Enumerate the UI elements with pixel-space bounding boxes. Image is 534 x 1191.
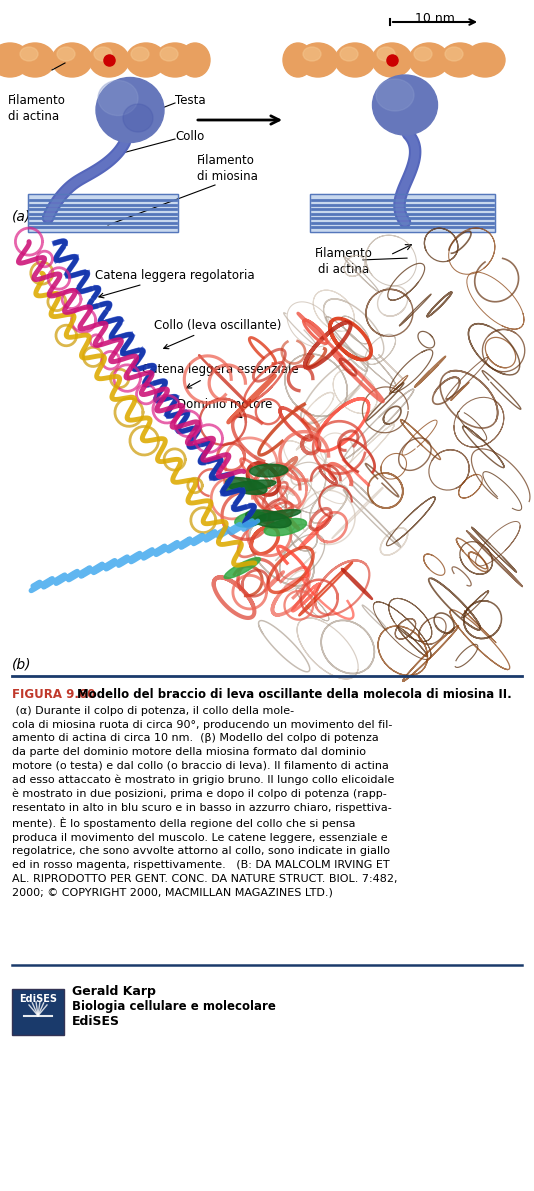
Ellipse shape xyxy=(283,43,313,77)
Ellipse shape xyxy=(123,104,153,132)
Ellipse shape xyxy=(225,478,267,494)
Ellipse shape xyxy=(98,81,138,116)
Text: Dominio motore: Dominio motore xyxy=(177,399,273,418)
Text: EdiSES: EdiSES xyxy=(72,1015,120,1028)
Text: Filamento
di actina: Filamento di actina xyxy=(315,247,373,276)
Ellipse shape xyxy=(264,518,307,536)
Ellipse shape xyxy=(377,46,395,61)
Bar xyxy=(310,194,495,232)
Bar xyxy=(12,989,64,1035)
Ellipse shape xyxy=(94,46,112,61)
Bar xyxy=(310,194,495,232)
Ellipse shape xyxy=(440,43,480,77)
Ellipse shape xyxy=(335,43,375,77)
Ellipse shape xyxy=(180,43,210,77)
Ellipse shape xyxy=(222,480,276,492)
Ellipse shape xyxy=(373,75,437,135)
Text: Catena leggera regolatoria: Catena leggera regolatoria xyxy=(95,268,255,298)
Ellipse shape xyxy=(89,43,129,77)
Ellipse shape xyxy=(246,510,291,528)
Ellipse shape xyxy=(250,464,288,476)
Ellipse shape xyxy=(126,43,166,77)
Text: Modello del braccio di leva oscillante della molecola di miosina II.: Modello del braccio di leva oscillante d… xyxy=(77,688,512,701)
Ellipse shape xyxy=(256,510,301,520)
Text: 10 nm: 10 nm xyxy=(415,12,455,25)
Text: Filamento
di actina: Filamento di actina xyxy=(8,94,66,123)
Text: Catena leggera essenziale: Catena leggera essenziale xyxy=(142,363,299,388)
Text: Testa: Testa xyxy=(175,94,206,106)
Text: FIGURA 9.60: FIGURA 9.60 xyxy=(12,688,96,701)
Ellipse shape xyxy=(96,77,164,143)
Text: Biologia cellulare e molecolare: Biologia cellulare e molecolare xyxy=(72,1000,276,1014)
Ellipse shape xyxy=(303,46,321,61)
Ellipse shape xyxy=(0,43,30,77)
Ellipse shape xyxy=(235,511,266,528)
Ellipse shape xyxy=(445,46,463,61)
Ellipse shape xyxy=(465,43,505,77)
Ellipse shape xyxy=(372,43,412,77)
Text: (α) Durante il colpo di potenza, il collo della mole-
cola di miosina ruota di c: (α) Durante il colpo di potenza, il coll… xyxy=(12,706,397,897)
Text: (a): (a) xyxy=(12,210,32,224)
Ellipse shape xyxy=(340,46,358,61)
Ellipse shape xyxy=(376,79,414,111)
Bar xyxy=(28,194,178,232)
Ellipse shape xyxy=(298,43,338,77)
Text: Collo: Collo xyxy=(175,130,204,143)
Ellipse shape xyxy=(20,46,38,61)
Ellipse shape xyxy=(155,43,195,77)
Ellipse shape xyxy=(224,557,261,579)
Ellipse shape xyxy=(414,46,432,61)
Text: Filamento
di miosina: Filamento di miosina xyxy=(197,154,258,182)
Text: Collo (leva oscillante): Collo (leva oscillante) xyxy=(154,318,282,349)
Ellipse shape xyxy=(52,43,92,77)
Text: (b): (b) xyxy=(12,657,32,672)
Bar xyxy=(28,194,178,232)
Ellipse shape xyxy=(160,46,178,61)
Text: EdiSES: EdiSES xyxy=(19,994,57,1004)
Ellipse shape xyxy=(15,43,55,77)
Text: Gerald Karp: Gerald Karp xyxy=(72,985,156,998)
Ellipse shape xyxy=(131,46,149,61)
Ellipse shape xyxy=(57,46,75,61)
Ellipse shape xyxy=(409,43,449,77)
Bar xyxy=(8,227,526,668)
